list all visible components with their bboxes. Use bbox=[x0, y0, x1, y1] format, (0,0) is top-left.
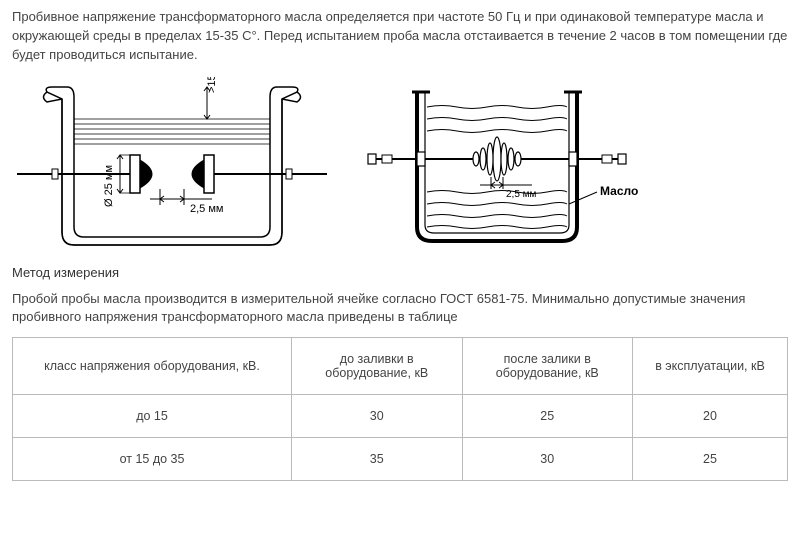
table-header: в эксплуатации, кВ bbox=[633, 338, 788, 395]
diagram-right: 2,5 мм Масло bbox=[362, 77, 642, 247]
dim-gap-label-left: 2,5 мм bbox=[190, 203, 223, 215]
table-header: после залики в оборудование, кВ bbox=[462, 338, 633, 395]
dim-height-label: >15 мм bbox=[206, 77, 218, 93]
table-row: от 15 до 35 35 30 25 bbox=[13, 438, 788, 481]
table-row: до 15 30 25 20 bbox=[13, 395, 788, 438]
table-header: класс напряжения оборудования, кВ. bbox=[13, 338, 292, 395]
table-cell: 20 bbox=[633, 395, 788, 438]
intro-paragraph: Пробивное напряжение трансформаторного м… bbox=[12, 8, 788, 65]
section-title: Метод измерения bbox=[12, 265, 788, 280]
method-paragraph: Пробой пробы масла производится в измери… bbox=[12, 290, 788, 328]
dim-gap-label-right: 2,5 мм bbox=[506, 189, 537, 200]
table-header-row: класс напряжения оборудования, кВ. до за… bbox=[13, 338, 788, 395]
diagram-container: >15 мм 2,5 мм Ø 25 мм bbox=[12, 77, 788, 247]
voltage-table: класс напряжения оборудования, кВ. до за… bbox=[12, 337, 788, 481]
dim-diameter-label: Ø 25 мм bbox=[103, 165, 115, 207]
table-cell: 35 bbox=[292, 438, 463, 481]
table-cell: 25 bbox=[462, 395, 633, 438]
table-cell: 30 bbox=[292, 395, 463, 438]
table-cell: от 15 до 35 bbox=[13, 438, 292, 481]
table-cell: 25 bbox=[633, 438, 788, 481]
table-header: до заливки в оборудование, кВ bbox=[292, 338, 463, 395]
table-cell: до 15 bbox=[13, 395, 292, 438]
diagram-left: >15 мм 2,5 мм Ø 25 мм bbox=[12, 77, 332, 247]
table-cell: 30 bbox=[462, 438, 633, 481]
oil-label: Масло bbox=[600, 184, 638, 198]
